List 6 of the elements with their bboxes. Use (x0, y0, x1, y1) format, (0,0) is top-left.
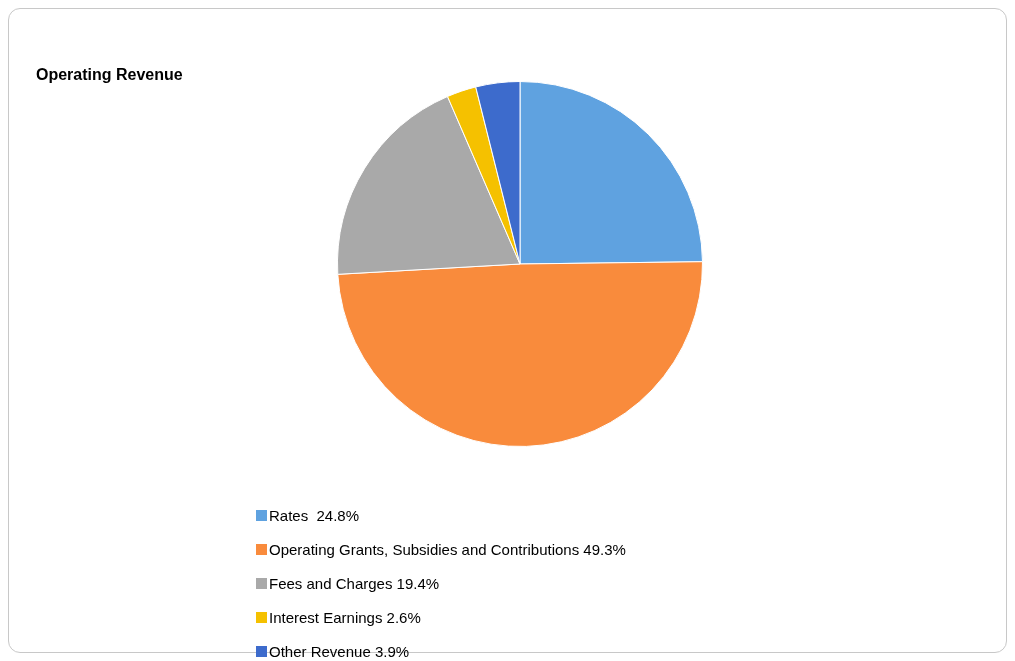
legend-label: Other Revenue 3.9% (269, 642, 410, 660)
legend-label: Interest Earnings 2.6% (269, 608, 421, 626)
text: Operating Revenue (36, 66, 183, 84)
legend-label: Fees and Charges 19.4% (269, 574, 440, 592)
legend-label: Operating Grants, Subsidies and Contributions 49.3% (269, 540, 626, 558)
legend-label: Rates 24.8% (269, 506, 360, 524)
